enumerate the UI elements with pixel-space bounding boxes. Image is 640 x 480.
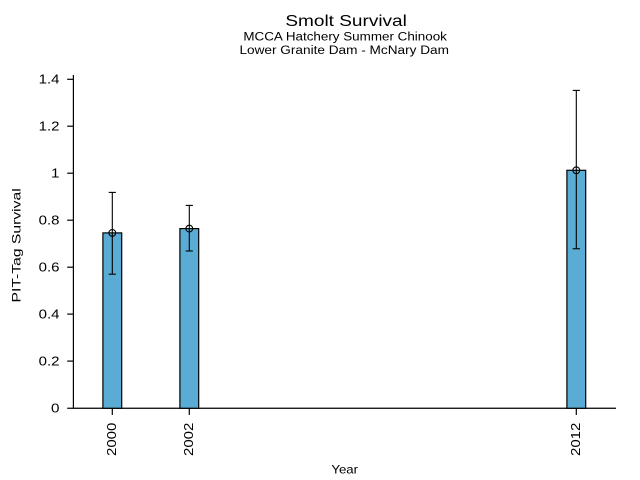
svg-text:MCCA Hatchery Summer Chinook: MCCA Hatchery Summer Chinook: [243, 30, 447, 43]
svg-text:Year: Year: [331, 463, 358, 476]
svg-text:1.2: 1.2: [39, 120, 60, 134]
svg-text:0.8: 0.8: [39, 214, 60, 228]
svg-text:2000: 2000: [105, 422, 119, 456]
svg-text:0.6: 0.6: [39, 261, 60, 275]
svg-text:PIT-Tag Survival: PIT-Tag Survival: [10, 188, 23, 302]
svg-text:2012: 2012: [569, 423, 583, 456]
svg-text:Smolt Survival: Smolt Survival: [285, 12, 407, 30]
svg-text:0: 0: [51, 401, 60, 415]
svg-text:2002: 2002: [182, 423, 196, 456]
svg-text:1.4: 1.4: [39, 73, 60, 87]
svg-text:0.4: 0.4: [39, 308, 60, 322]
svg-text:0.2: 0.2: [39, 355, 60, 369]
svg-text:Lower Granite Dam - McNary Dam: Lower Granite Dam - McNary Dam: [239, 44, 448, 57]
svg-text:1: 1: [51, 166, 60, 180]
